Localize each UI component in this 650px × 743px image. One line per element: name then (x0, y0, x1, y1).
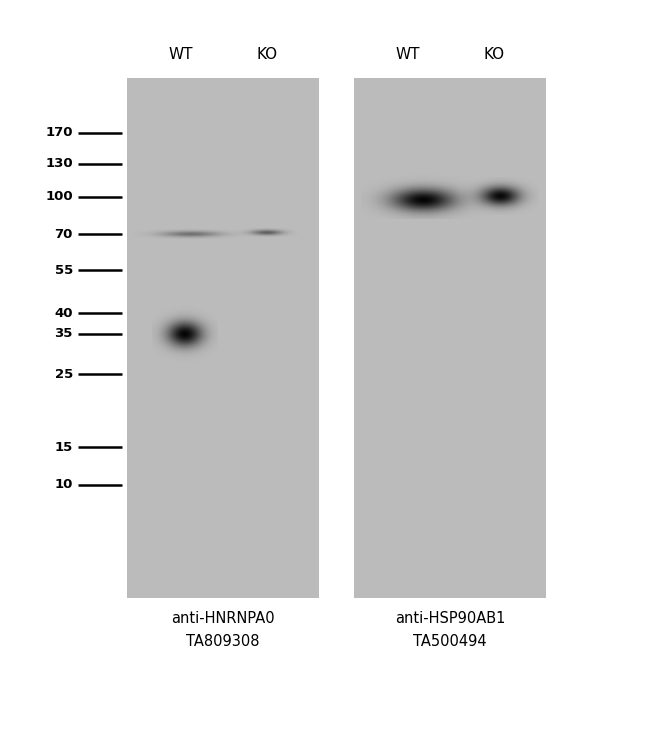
Text: 130: 130 (46, 158, 73, 170)
Text: 170: 170 (46, 126, 73, 139)
FancyBboxPatch shape (127, 78, 318, 598)
Text: 25: 25 (55, 368, 73, 381)
Text: WT: WT (396, 47, 420, 62)
Text: KO: KO (484, 47, 505, 62)
Text: 40: 40 (55, 307, 73, 319)
Text: anti-HNRNPA0
TA809308: anti-HNRNPA0 TA809308 (171, 611, 274, 649)
Text: KO: KO (256, 47, 278, 62)
Text: 15: 15 (55, 441, 73, 454)
Text: anti-HSP90AB1
TA500494: anti-HSP90AB1 TA500494 (395, 611, 505, 649)
Text: 35: 35 (55, 328, 73, 340)
Text: 70: 70 (55, 227, 73, 241)
Text: 55: 55 (55, 264, 73, 277)
Text: 10: 10 (55, 478, 73, 491)
Text: WT: WT (168, 47, 192, 62)
Text: 100: 100 (46, 190, 73, 203)
FancyBboxPatch shape (354, 78, 546, 598)
